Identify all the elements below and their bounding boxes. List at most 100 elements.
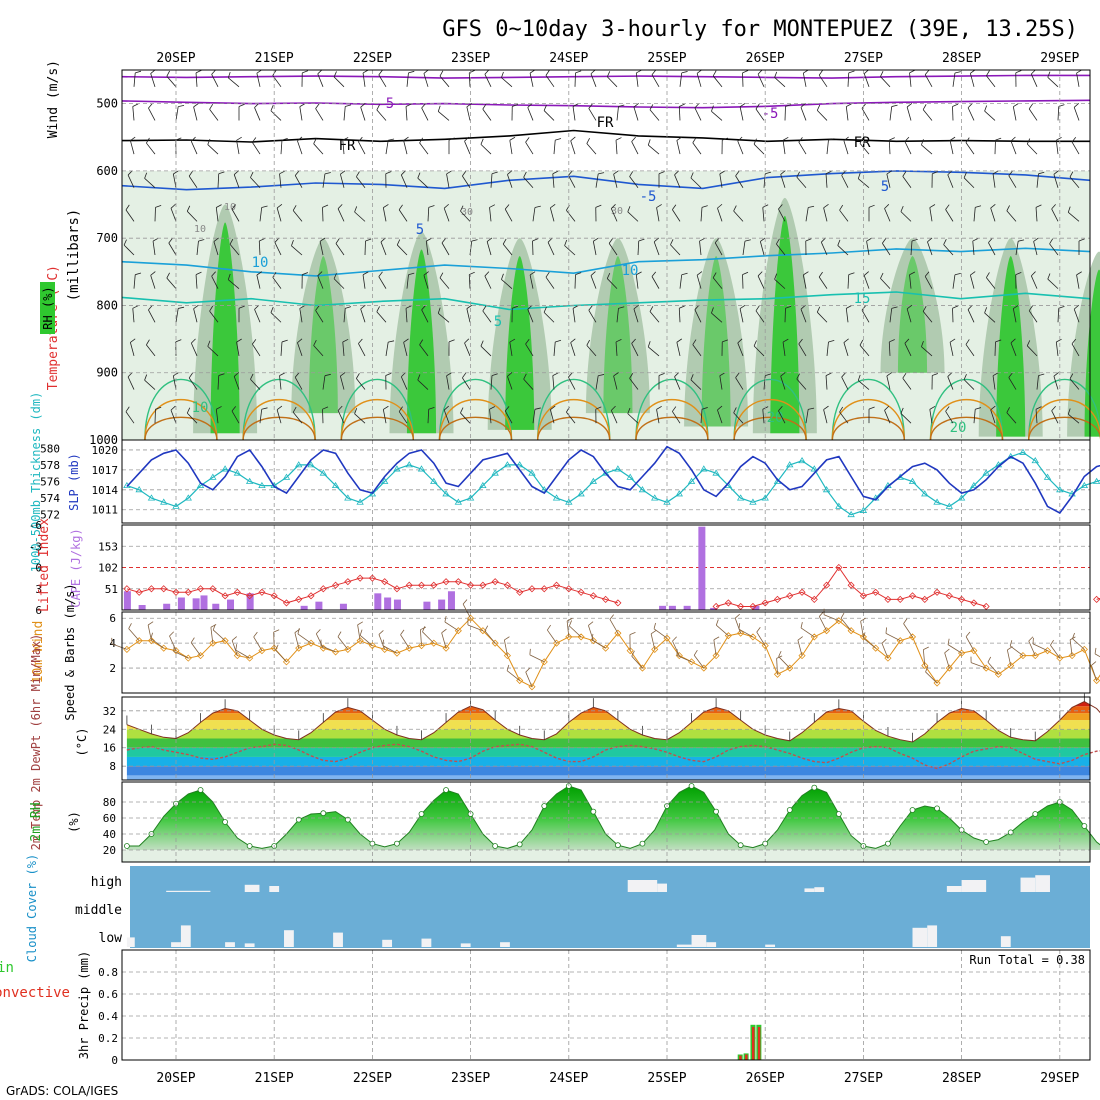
wind-barb: [880, 76, 891, 88]
wind-barb-flag: [932, 171, 939, 175]
wind-barb: [396, 244, 408, 256]
wind-barb: [403, 140, 408, 155]
lifted-index-point: [552, 581, 561, 589]
wind-barb: [337, 410, 345, 424]
wind-barb-flag: [155, 205, 162, 208]
wind-barb: [358, 141, 366, 155]
cloud-background: [130, 866, 1090, 948]
wind-barb: [590, 275, 597, 289]
temperature-contour: [121, 74, 1090, 79]
wind-barb: [468, 274, 471, 289]
wind-speed-point: [209, 639, 217, 647]
wind-barb-flag: [739, 304, 746, 309]
wind-barb-flag: [925, 666, 929, 673]
wind-barb-flag: [676, 338, 683, 343]
wind-barb-flag: [1038, 171, 1045, 175]
lifted-index-point: [908, 592, 917, 600]
wind-barb: [889, 106, 893, 121]
wind-barb: [648, 346, 660, 357]
thickness-point: [172, 502, 180, 509]
wind-barb: [861, 108, 870, 121]
thickness-point: [258, 481, 266, 489]
wind-barb-flag: [512, 305, 519, 309]
wind-barb-flag: [550, 203, 556, 209]
wind-barb-flag: [803, 271, 809, 276]
wind-barb: [690, 379, 702, 390]
rh-point: [934, 805, 940, 812]
wind-speed-point: [761, 642, 769, 650]
wind-barb-flag: [694, 103, 700, 109]
wind-barb-flag: [586, 138, 590, 144]
wind-barb-flag: [408, 272, 415, 276]
wind-barb-flag: [362, 271, 369, 276]
wind-barb-flag: [313, 138, 317, 144]
wind-barb: [1073, 107, 1080, 121]
wind-barb-flag: [774, 71, 778, 78]
wind-barb: [631, 655, 643, 669]
wind-barb-flag: [823, 203, 829, 209]
wind-barb-flag: [672, 406, 677, 412]
wind-barb-flag: [543, 306, 547, 313]
wind-barb-flag: [846, 305, 852, 309]
wind-barb: [170, 208, 177, 222]
wind-barb: [733, 412, 744, 424]
wind-barb-flag: [676, 136, 683, 141]
wind-barb: [631, 343, 639, 357]
wind-barb-flag: [738, 623, 741, 630]
temperature-contour: [537, 416, 611, 441]
wind-barb: [700, 207, 703, 222]
wind-barb: [228, 279, 240, 289]
wind-barb: [356, 378, 366, 390]
wind-barb-flag: [891, 306, 898, 309]
wind-barb-flag: [945, 204, 950, 210]
wind-barb-flag: [674, 372, 680, 377]
wind-barb: [313, 345, 324, 357]
lifted-index-point: [872, 588, 880, 596]
cape-bar: [177, 597, 185, 610]
wind-barb: [1030, 73, 1038, 87]
wind-barb: [1047, 278, 1059, 289]
thickness-point: [663, 498, 671, 505]
thickness-point: [380, 477, 389, 484]
wind-barb-flag: [609, 614, 614, 620]
wind-barb-flag: [398, 204, 403, 210]
wind-barb: [166, 75, 177, 88]
wind-speed-point: [1093, 676, 1100, 685]
thickness-point: [503, 461, 512, 468]
wind-barb: [280, 341, 283, 356]
wind-barb: [909, 274, 912, 289]
cloud-bar: [225, 942, 235, 947]
wind-barb-flag: [1071, 338, 1077, 345]
wind-barb: [586, 143, 597, 155]
wind-barb: [881, 643, 889, 659]
wind-barb-flag: [1056, 137, 1062, 141]
wind-barb-flag: [572, 103, 579, 107]
wind-barb: [258, 240, 261, 256]
wind-barb: [209, 109, 219, 121]
wind-barb: [236, 342, 240, 356]
wind-barb-flag: [388, 340, 395, 343]
temperature-contour: [929, 398, 1004, 441]
wind-barb-flag: [588, 305, 593, 311]
wind-barb: [427, 409, 430, 424]
wind-barb-flag: [191, 136, 196, 142]
wind-barb: [211, 74, 219, 87]
slp-line: [126, 445, 1100, 515]
wind-barb-flag: [843, 136, 849, 142]
wind-barb: [886, 173, 891, 188]
wind-barb: [818, 276, 828, 289]
wind-barb: [696, 73, 702, 87]
wind-barb-flag: [995, 137, 1002, 141]
wind-barb: [633, 106, 639, 121]
wind-barb: [763, 375, 766, 390]
wind-barb: [252, 142, 261, 155]
wind-barb-flag: [647, 139, 651, 146]
wind-barb: [438, 111, 450, 121]
cloud-bar: [244, 943, 255, 947]
wind-barb: [362, 72, 366, 87]
wind-barb-flag: [238, 305, 245, 309]
wind-barb-flag: [1053, 372, 1059, 377]
wind-barb-flag: [462, 170, 467, 177]
wind-barb-flag: [501, 273, 504, 280]
wind-barb: [438, 312, 450, 323]
